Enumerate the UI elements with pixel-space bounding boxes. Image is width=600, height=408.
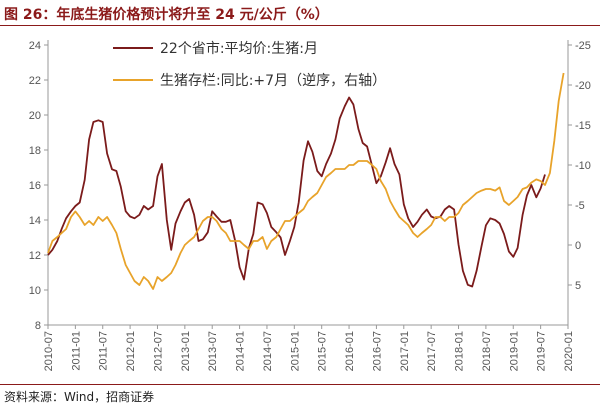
chart-title: 图 26：年底生猪价格预计将升至 24 元/公斤（%） (4, 7, 329, 23)
series-layer (47, 72, 565, 290)
x-tick-label: 2012-07 (152, 331, 164, 371)
legend-label-inventory: 生猪存栏:同比:+7月（逆序，右轴） (160, 73, 386, 89)
x-tick-label: 2018-07 (481, 331, 493, 371)
legend-label-price: 22个省市:平均价:生猪:月 (160, 40, 318, 57)
x-tick-label: 2014-07 (262, 331, 274, 371)
title-rule (0, 25, 600, 26)
x-tick-label: 2011-01 (70, 331, 82, 371)
y-right-tick-label: -25 (575, 40, 591, 52)
x-tick-label: 2019-01 (508, 331, 520, 371)
legend: 22个省市:平均价:生猪:月 生猪存栏:同比:+7月（逆序，右轴） (113, 40, 386, 89)
x-tick-label: 2014-01 (235, 331, 247, 371)
y-right-tick-label: 0 (575, 240, 581, 252)
y-left-tick-label: 10 (29, 285, 41, 297)
x-tick-label: 2016-01 (344, 331, 356, 371)
x-tick-label: 2011-07 (98, 331, 110, 371)
y-left-tick-label: 20 (29, 110, 41, 122)
y-right-tick-label: -20 (575, 80, 591, 92)
series-line-inventory (47, 72, 565, 290)
x-tick-label: 2013-01 (180, 331, 192, 371)
y-right-tick-label: 5 (575, 280, 581, 292)
x-tick-label: 2017-07 (426, 331, 438, 371)
source-rule (0, 384, 600, 385)
x-tick-label: 2015-01 (289, 331, 301, 371)
x-tick-label: 2019-07 (536, 331, 548, 371)
x-tick-label: 2013-07 (207, 331, 219, 371)
x-tick-label: 2015-07 (317, 331, 329, 371)
series-line-price (47, 96, 546, 288)
y-left-tick-label: 24 (29, 40, 41, 52)
source-note: 资料来源：Wind，招商证券 (4, 390, 155, 404)
y-left-tick-label: 16 (29, 180, 41, 192)
y-left-tick-label: 22 (29, 75, 41, 87)
y-left-tick-label: 12 (29, 250, 41, 262)
y-right-tick-label: -15 (575, 120, 591, 132)
x-tick-label: 2010-07 (43, 331, 55, 371)
x-tick-label: 2018-01 (454, 331, 466, 371)
y-left-tick-label: 14 (29, 215, 41, 227)
y-left-tick-label: 8 (35, 320, 41, 332)
x-tick-label: 2012-01 (125, 331, 137, 371)
x-tick-label: 2020-01 (563, 331, 575, 371)
x-tick-label: 2016-07 (371, 331, 383, 371)
x-tick-label: 2017-01 (399, 331, 411, 371)
y-left-tick-label: 18 (29, 145, 41, 157)
axes-layer: 8 10 12 14 16 18 20 22 24 5 0 -5 -10 -15 -20 -25 2010-07… (29, 40, 591, 371)
y-right-tick-label: -10 (575, 160, 591, 172)
title-bar: 图 26：年底生猪价格预计将升至 24 元/公斤（%） (0, 0, 600, 26)
y-right-tick-label: -5 (575, 200, 585, 212)
